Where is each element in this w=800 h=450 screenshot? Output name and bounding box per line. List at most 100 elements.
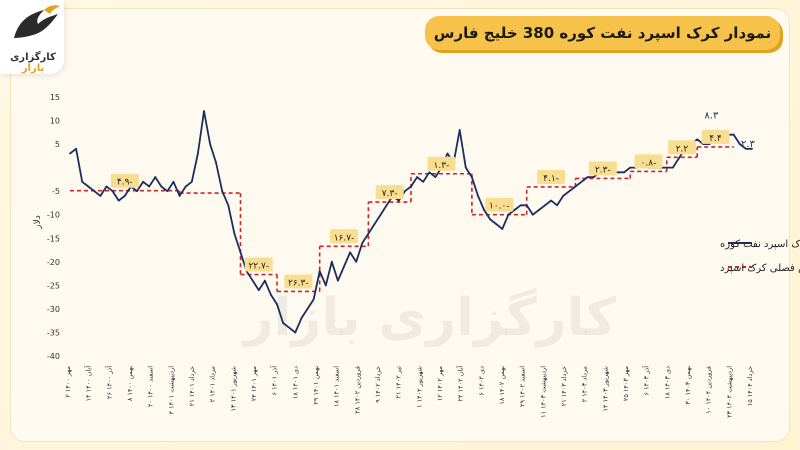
y-tick-label: 10 (50, 117, 60, 126)
data-point (416, 176, 418, 178)
x-tick-label: ۳۰ بهمن ۱۴۰۳ (684, 366, 692, 405)
x-tick-label: ۲ مرداد ۱۴۰۳ (581, 366, 589, 402)
y-tick-label: -15 (47, 234, 60, 243)
data-point (385, 204, 388, 207)
x-tick-label: ۲۶ آذر ۱۴۰۰ (104, 365, 113, 399)
logo-main-text: کارگزاری (10, 52, 56, 63)
data-point (696, 138, 699, 141)
x-tick-label: ۲ مرداد ۱۴۰۱ (209, 366, 217, 402)
legend-label: کرک اسپرد نفت کوره (720, 239, 800, 250)
title-banner: نمودار کرک اسپرد نفت کوره 380 خلیج فارس (425, 16, 780, 50)
data-point (507, 213, 510, 216)
data-point (178, 194, 181, 197)
y-tick-label: -5 (52, 187, 60, 196)
x-tick-label: ۲۵ مهر ۱۴۰۳ (622, 366, 630, 401)
data-point (136, 190, 138, 193)
average-label-bg (537, 169, 566, 184)
x-tick-label: ۹ خرداد ۱۴۰۲ (374, 366, 382, 403)
data-point (172, 180, 175, 183)
data-point (397, 199, 400, 202)
x-tick-label: ۱۸ اسفند ۱۴۰۱ (333, 366, 341, 407)
average-label: ۱.۳- (434, 161, 450, 171)
data-point (203, 110, 205, 113)
data-point (257, 289, 260, 291)
value-annotation: ۲.۳ (741, 139, 756, 150)
data-point (745, 147, 747, 150)
data-point (251, 279, 254, 282)
data-point (87, 185, 90, 188)
average-label-bg (588, 161, 617, 176)
x-tick-label: ۲ مهر ۱۴۰۰ (64, 366, 72, 398)
data-point (209, 143, 211, 145)
data-point (349, 251, 352, 254)
average-label-bg (244, 257, 273, 272)
data-point (537, 209, 540, 211)
data-point (288, 326, 291, 329)
x-tick-label: ۱۳ شهریور ۱۴۰۱ (229, 366, 237, 411)
data-point (525, 204, 528, 207)
average-label-bg (485, 197, 514, 212)
data-point (556, 204, 559, 207)
data-point (732, 133, 735, 136)
data-point (434, 176, 437, 178)
data-point (738, 143, 741, 145)
logo-text: کارگزاری بازار (8, 52, 58, 74)
x-tick-label: ۱۸ دی ۱۴۰۱ (291, 366, 299, 399)
data-point (361, 242, 364, 244)
data-point (665, 166, 668, 169)
data-point (270, 293, 272, 296)
average-label-bg (667, 140, 696, 155)
data-point (623, 171, 626, 174)
data-point (519, 204, 522, 207)
data-point (531, 213, 534, 216)
data-point (263, 279, 266, 282)
y-tick-label: -35 (47, 328, 60, 337)
data-point (355, 260, 358, 263)
x-tick-label: ۱۱ اردیبهشت ۱۴۰۳ (539, 366, 547, 418)
average-label: ۲.۲ (676, 144, 689, 154)
x-tick-label: ۲۸ فروردین ۱۴۰۲ (353, 366, 361, 414)
average-label: ۱۰.۰- (489, 202, 510, 212)
x-tick-label: ۱۲ مهر ۱۴۰۲ (436, 366, 444, 401)
data-point (160, 185, 163, 188)
data-point (148, 185, 151, 188)
data-point (239, 251, 242, 254)
x-tick-label: ۱۰ فروردین ۱۴۰۴ (705, 366, 713, 414)
data-point (678, 157, 680, 160)
x-tick-label: ۲۴ آبان ۱۴۰۲ (456, 365, 465, 402)
y-tick-label: -40 (47, 352, 60, 361)
x-tick-label: ۲۰ اسفند ۱۴۰۰ (147, 366, 155, 407)
average-label-bg (427, 156, 456, 171)
x-tick-label: ۲۱ خرداد ۱۴۰۳ (560, 366, 568, 406)
x-tick-label: ۱۵ خرداد ۱۴۰۴ (746, 366, 754, 406)
data-point (574, 185, 577, 188)
x-tick-label: ۸ بهمن ۱۴۰۰ (126, 366, 134, 401)
data-point (373, 223, 376, 226)
data-point (318, 270, 321, 273)
data-point (69, 152, 71, 155)
data-point (671, 166, 674, 169)
data-point (276, 303, 278, 306)
x-tick-label: ۶ دی ۱۴۰۲ (477, 366, 485, 396)
data-point (617, 171, 619, 174)
y-tick-label: -30 (47, 305, 60, 314)
value-annotation: ۸.۳ (704, 111, 719, 122)
data-point (233, 232, 236, 235)
data-point (562, 194, 565, 197)
x-tick-label: ۲۱ خرداد ۱۴۰۱ (188, 366, 196, 406)
data-point (105, 185, 108, 188)
average-label-bg (375, 185, 404, 200)
data-point (428, 171, 431, 174)
average-label-bg (701, 129, 730, 144)
y-tick-label: -25 (47, 281, 60, 290)
data-point (312, 298, 315, 301)
x-tick-label: ۲۹ اسفند ۱۴۰۲ (519, 366, 527, 407)
average-label: ۴.۴ (709, 134, 722, 144)
data-point (306, 308, 309, 310)
logo-accent-text: بازار (21, 63, 45, 74)
data-point (166, 190, 169, 193)
y-tick-label: 15 (50, 93, 60, 102)
data-point (337, 279, 339, 282)
average-label: ۱۶.۷- (334, 233, 355, 243)
chart-card (10, 8, 790, 442)
